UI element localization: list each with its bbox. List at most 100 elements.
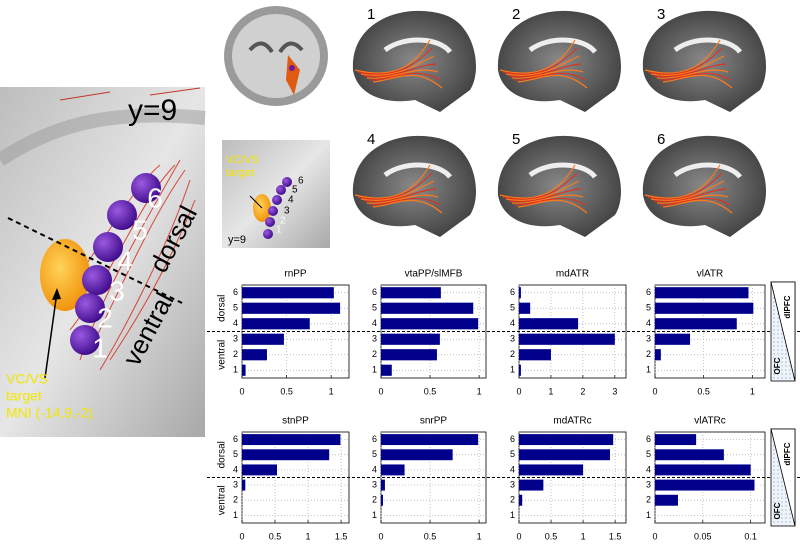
bar (242, 302, 341, 314)
corpus (528, 37, 598, 54)
brain-outline (642, 10, 767, 112)
target-label: VC/VS (6, 371, 48, 387)
chart-title: vtaPP/slMFB (405, 269, 463, 280)
tract (508, 188, 582, 203)
tract (357, 172, 433, 200)
x-tick-label: 0 (239, 531, 244, 541)
y-tick-label: 2 (646, 495, 651, 505)
inset-number: 1 (276, 225, 282, 236)
chart-title: vlATR (697, 269, 723, 280)
tract (653, 63, 727, 78)
x-tick-label: 0 (239, 386, 244, 396)
inset-target-label: VC/VS (226, 154, 259, 166)
gradient-label: dlPFC (783, 442, 792, 465)
bar (242, 479, 246, 491)
y-tick-label: 4 (233, 464, 238, 474)
sagittal-label: 6 (657, 131, 665, 148)
bar (242, 333, 284, 345)
tract (656, 194, 729, 204)
y-tick-label: 6 (233, 287, 238, 297)
bar (381, 318, 479, 330)
x-tick-label: 1.5 (335, 531, 348, 541)
y-tick-label: 6 (372, 287, 377, 297)
tract (650, 180, 725, 201)
tract (517, 199, 588, 214)
bar (242, 434, 341, 446)
y-tick-label: 2 (372, 349, 377, 359)
y-tick-label: 4 (372, 318, 377, 328)
bar (519, 349, 551, 361)
y-tick-label: 1 (372, 510, 377, 520)
brain-outline (497, 10, 622, 112)
y-tick-label: 5 (646, 449, 651, 459)
sagittal-label: 1 (367, 6, 375, 23)
bar (242, 464, 278, 476)
tract (647, 47, 723, 75)
y-tick-label: 5 (646, 303, 651, 313)
corpus (383, 37, 453, 54)
target-label: target (6, 388, 42, 404)
row-label: dorsal (217, 295, 228, 322)
tract (366, 194, 439, 204)
tract (372, 199, 443, 214)
tract (644, 164, 721, 199)
tract (363, 63, 437, 78)
y-tick-label: 1 (646, 510, 651, 520)
bar (655, 479, 755, 491)
bar (381, 287, 441, 299)
target-number: 3 (109, 275, 125, 306)
y-tick-label: 5 (233, 449, 238, 459)
chart-title: rnPP (284, 269, 307, 280)
chart-title: snrPP (420, 416, 448, 427)
x-tick-label: 0 (378, 386, 383, 396)
chart-title: vlATRc (694, 416, 725, 427)
bar (655, 318, 737, 330)
x-tick-label: 0.5 (545, 531, 558, 541)
tract (514, 72, 586, 81)
inset-image (222, 140, 330, 248)
bar (381, 479, 385, 491)
tract (369, 197, 441, 206)
row-label: ventral (217, 340, 228, 370)
sagittal-label: 2 (512, 6, 520, 23)
tract (514, 197, 586, 206)
x-tick-label: 1 (306, 531, 311, 541)
inset-number: 3 (284, 206, 290, 217)
bar (381, 449, 453, 461)
tract (644, 39, 721, 74)
brain-outline (642, 135, 767, 237)
corpus (528, 162, 598, 179)
tract (502, 47, 578, 75)
bar (242, 318, 310, 330)
slice-label: y=9 (128, 94, 177, 127)
x-tick-label: 3 (612, 386, 617, 396)
corpus (673, 37, 743, 54)
gradient-wedge (770, 428, 796, 527)
tract (508, 63, 582, 78)
bar (655, 287, 749, 299)
bar (519, 479, 544, 491)
bar (519, 434, 614, 446)
tract (499, 39, 576, 74)
bar (242, 287, 334, 299)
bar (242, 364, 246, 376)
brain-outline (352, 135, 477, 237)
x-tick-label: 0.5 (424, 531, 437, 541)
y-tick-label: 3 (510, 334, 515, 344)
target-label: MNI (-14,9,-2) (6, 405, 93, 421)
bar (519, 318, 579, 330)
y-tick-label: 1 (233, 365, 238, 375)
bar (519, 287, 521, 299)
tract (511, 69, 584, 79)
target-number: 6 (147, 182, 163, 213)
bar (381, 333, 440, 345)
tract (659, 197, 731, 206)
x-tick-label: 2 (580, 386, 585, 396)
x-tick-label: 0 (652, 386, 657, 396)
gradient-wedge (770, 281, 796, 382)
y-tick-label: 4 (233, 318, 238, 328)
y-tick-label: 3 (510, 479, 515, 489)
bar (519, 449, 610, 461)
inset-target-label: target (226, 167, 254, 179)
y-tick-label: 2 (510, 349, 515, 359)
